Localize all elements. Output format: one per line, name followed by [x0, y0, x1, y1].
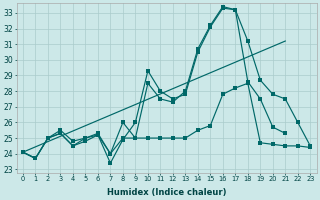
X-axis label: Humidex (Indice chaleur): Humidex (Indice chaleur): [107, 188, 226, 197]
